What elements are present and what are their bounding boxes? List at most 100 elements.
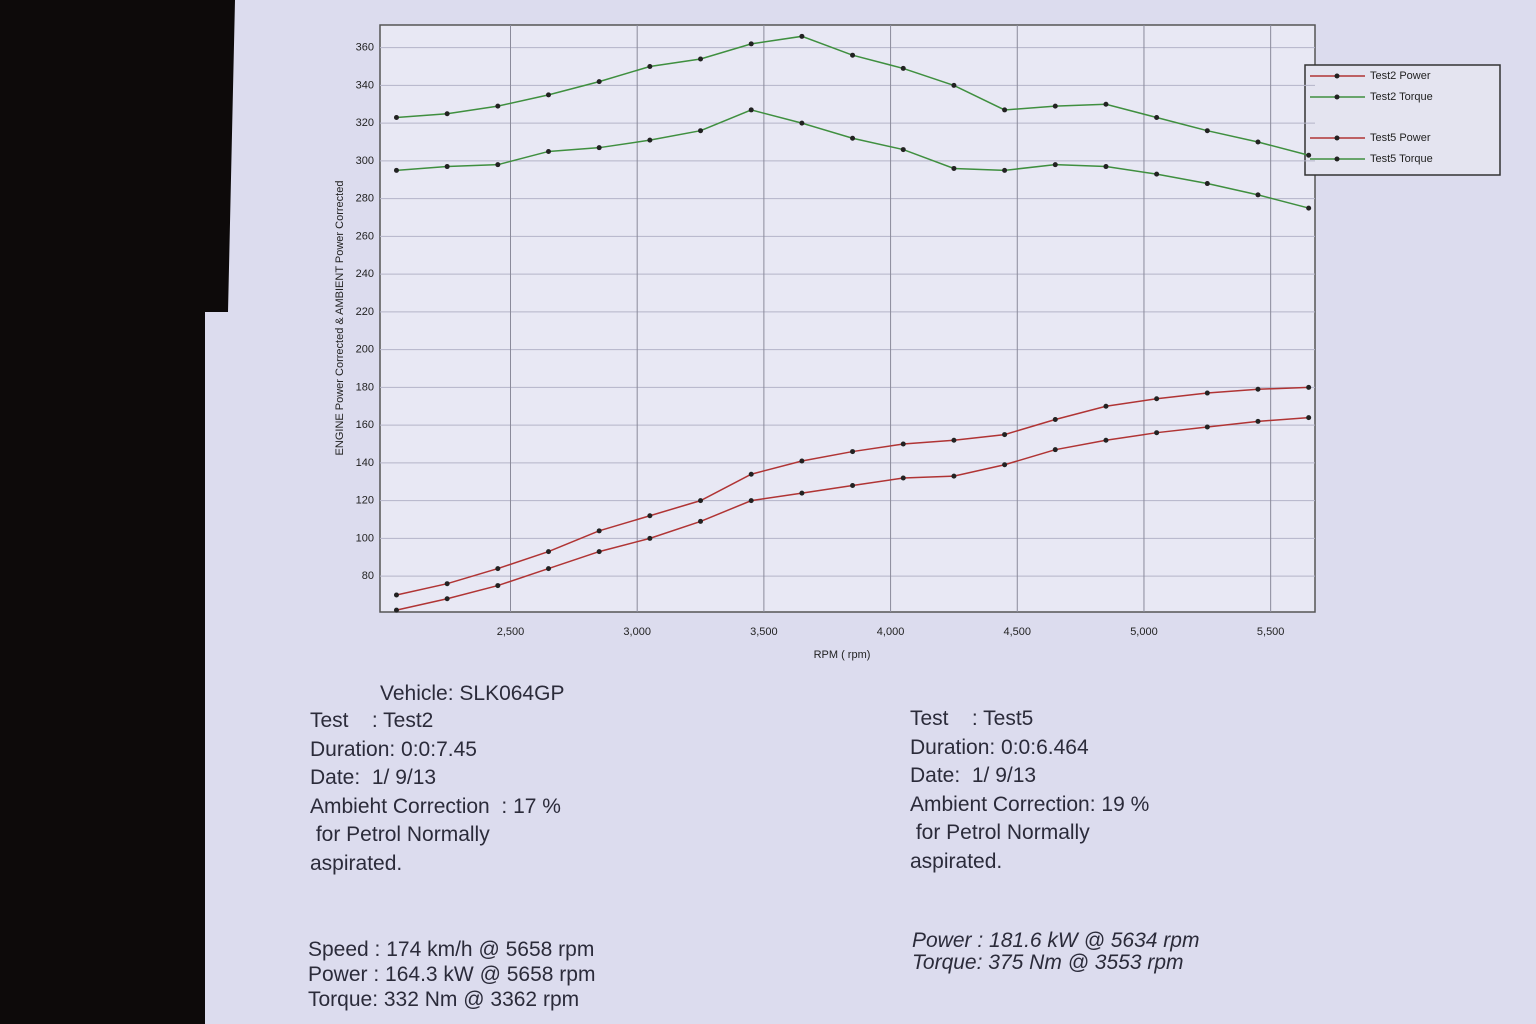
info-line: Duration: 0:0:6.464: [910, 735, 1089, 759]
info-line: Date: 1/ 9/13: [310, 766, 437, 789]
point: [951, 82, 957, 88]
point: [1154, 171, 1160, 177]
x-tick-label: 2,500: [497, 626, 525, 638]
info-line: Torque: 375 Nm @ 3553 rpm: [912, 951, 1184, 974]
vehicle: Vehicle: SLK064GP: [380, 682, 565, 705]
point: [444, 111, 450, 117]
info-line: Date: 1/ 9/13: [910, 764, 1037, 787]
point: [1103, 164, 1109, 170]
point: [1154, 114, 1160, 120]
legend-label: Test2 Power: [1370, 70, 1431, 82]
y-tick-label: 200: [356, 344, 374, 356]
x-tick-label: 5,000: [1130, 626, 1158, 638]
right-info: Test : Test5 Duration: 0:0:6.464 Date: 1/ …: [910, 705, 1149, 876]
point: [596, 549, 602, 555]
info-line: Torque: 332 Nm @ 3362 rpm: [308, 988, 580, 1011]
point: [951, 473, 957, 479]
point: [850, 483, 856, 489]
point: [850, 135, 856, 141]
point: [799, 458, 805, 464]
y-tick-label: 180: [356, 381, 374, 393]
point: [1255, 192, 1261, 198]
legend-label: Test5 Torque: [1370, 153, 1433, 165]
point: [546, 148, 552, 154]
point: [850, 52, 856, 58]
x-tick-label: 5,500: [1257, 626, 1285, 638]
point: [951, 437, 957, 443]
y-tick-label: 160: [356, 419, 374, 431]
y-tick-label: 240: [356, 268, 374, 280]
point: [647, 64, 653, 70]
point: [1002, 107, 1008, 113]
point: [393, 592, 399, 598]
point: [1002, 167, 1008, 173]
point: [1204, 181, 1210, 187]
legend-dot: [1334, 94, 1340, 100]
point: [1306, 205, 1312, 211]
legend-dot: [1334, 73, 1340, 79]
point: [393, 607, 399, 613]
point: [495, 566, 501, 572]
y-tick-label: 300: [356, 155, 374, 167]
left-info: Test : Test2 Duration: 0:0:7.45 Date: 1/ 9…: [310, 707, 561, 878]
x-tick-label: 3,000: [623, 626, 651, 638]
point: [1103, 403, 1109, 409]
x-tick-label: 3,500: [750, 626, 778, 638]
point: [748, 498, 754, 504]
point: [900, 475, 906, 481]
point: [444, 596, 450, 602]
point: [444, 164, 450, 170]
point: [1002, 462, 1008, 468]
point: [596, 79, 602, 85]
info-line: Speed : 174 km/h @ 5658 rpm: [308, 938, 595, 961]
point: [799, 120, 805, 126]
info-line: Test : Test2: [310, 709, 434, 732]
info-line: for Petrol Normally: [310, 823, 490, 846]
y-axis-label: ENGINE Power Corrected & AMBIENT Power C…: [334, 181, 346, 456]
point: [900, 441, 906, 447]
point: [546, 566, 552, 572]
info-line: Ambient Correction: 19 %: [910, 792, 1150, 816]
point: [1052, 103, 1058, 109]
point: [1306, 415, 1312, 421]
point: [748, 471, 754, 477]
info-line: Duration: 0:0:7.45: [310, 737, 477, 761]
point: [698, 56, 704, 62]
point: [546, 549, 552, 555]
info-line: aspirated.: [310, 851, 403, 875]
point: [1154, 430, 1160, 436]
y-tick-label: 100: [356, 532, 374, 544]
point: [748, 107, 754, 113]
right-summary: Power : 181.6 kW @ 5634 rpm Torque: 375 N…: [912, 930, 1199, 974]
point: [495, 583, 501, 589]
legend-label: Test5 Power: [1370, 132, 1431, 144]
point: [1052, 447, 1058, 453]
point: [698, 518, 704, 524]
point: [647, 137, 653, 143]
point: [647, 513, 653, 519]
y-tick-label: 80: [362, 570, 374, 582]
point: [698, 128, 704, 134]
point: [1204, 424, 1210, 430]
y-tick-label: 140: [356, 457, 374, 469]
point: [546, 92, 552, 98]
info-line: Power : 164.3 kW @ 5658 rpm: [308, 963, 596, 986]
info-line: Power : 181.6 kW @ 5634 rpm: [912, 929, 1200, 952]
y-tick-label: 280: [356, 193, 374, 205]
point: [1052, 162, 1058, 168]
point: [1204, 390, 1210, 396]
legend-label: Test2 Torque: [1370, 91, 1433, 103]
left-summary: Speed : 174 km/h @ 5658 rpm Power : 164.3…: [308, 937, 595, 1012]
point: [596, 528, 602, 534]
point: [1103, 101, 1109, 107]
y-tick-label: 220: [356, 306, 374, 318]
point: [698, 498, 704, 504]
point: [393, 167, 399, 173]
legend-dot: [1334, 156, 1340, 162]
point: [444, 581, 450, 587]
x-tick-label: 4,500: [1004, 626, 1032, 638]
point: [393, 114, 399, 120]
info-line: Test : Test5: [910, 707, 1034, 730]
point: [1306, 384, 1312, 390]
